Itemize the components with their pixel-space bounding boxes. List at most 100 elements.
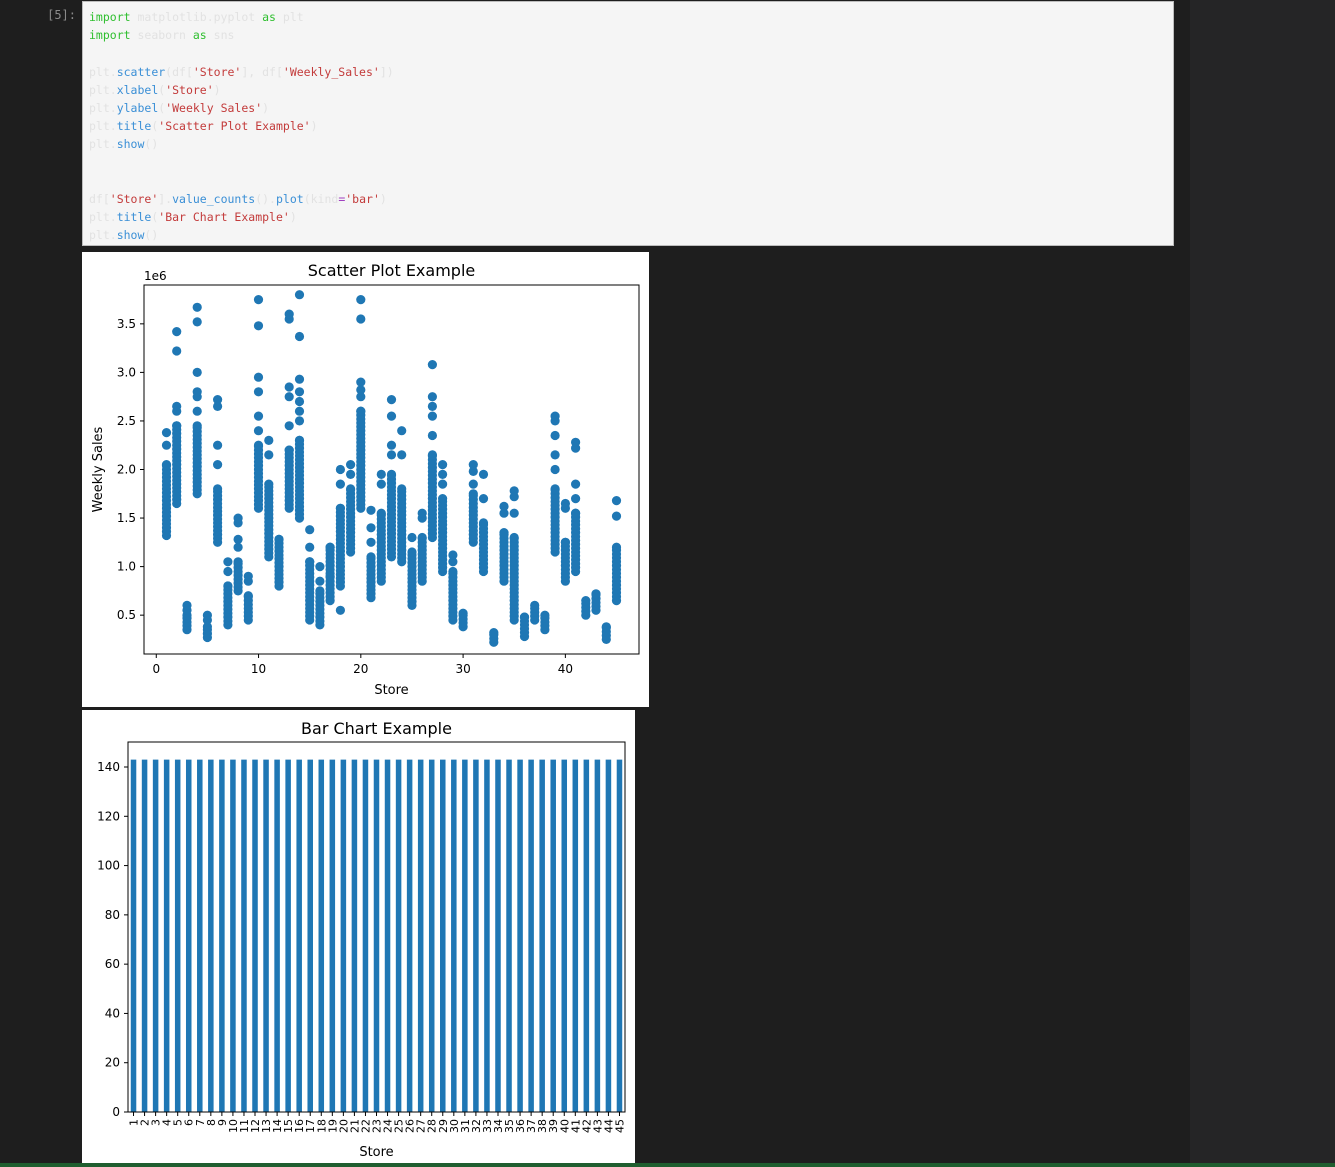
code-token: show [116,228,145,243]
scatter-point [294,396,305,407]
scatter-point [509,508,519,518]
scatter-point [540,610,550,620]
bar [384,759,391,1112]
scatter-point [397,450,407,460]
scatter-point [407,532,417,543]
x-tick-label: 9 [216,1119,229,1126]
scatter-point [161,440,172,450]
scatter-point [438,494,448,504]
bar [296,759,302,1112]
bar [539,759,545,1112]
bar [583,759,590,1112]
bar [185,759,192,1112]
y-tick-label: 2.5 [117,414,136,428]
x-tick-label: 24 [382,1119,395,1133]
x-tick-label: 10 [251,662,266,676]
axis-offset-label: 1e6 [144,269,167,283]
scatter-point [427,392,437,402]
scatter-point [294,406,305,416]
scatter-point [284,309,294,319]
scatter-point [366,552,376,562]
scatter-point [284,445,294,455]
scatter-point [192,387,202,397]
y-tick-label: 100 [97,859,120,873]
scatter-point [294,290,305,300]
x-tick-label: 17 [304,1119,317,1133]
bar [219,759,225,1112]
scatter-point [253,426,264,436]
scatter-point [356,377,366,387]
scatter-point [571,479,581,489]
code-token: ( [151,210,159,225]
bars [130,759,623,1112]
scatter-point [489,628,499,638]
x-tick-label: 23 [371,1119,384,1133]
bar [616,759,623,1112]
bar [174,759,181,1112]
scatter-point [468,489,478,499]
scatter-point [335,479,345,489]
scatter-point [427,450,437,460]
scatter-point [530,600,540,610]
scatter-point [376,469,386,479]
scatter-point [233,542,243,552]
scatter-point [601,622,611,632]
scatter-point [243,591,253,601]
bar [395,759,402,1112]
x-tick-label: 6 [183,1119,196,1126]
x-tick-label: 11 [238,1119,251,1133]
scatter-point [571,437,581,447]
x-tick-label: 8 [205,1119,218,1126]
code-token: ) [213,82,221,97]
scatter-point [417,532,427,543]
scatter-point [427,360,437,370]
scatter-point [386,440,397,450]
y-tick-label: 0.5 [117,608,136,622]
x-tick-label: 7 [194,1119,207,1126]
right-panel [1190,0,1335,1167]
x-tick-label: 16 [293,1119,306,1133]
code-line: import matplotlib.pyplot as plt [89,8,394,26]
scatter-point [294,331,305,342]
code-line: df['Store'].value_counts().plot(kind='ba… [89,190,394,208]
code-token: ( [151,119,159,134]
bar [252,759,258,1112]
scatter-point [397,426,407,436]
scatter-point [468,460,478,470]
bar [462,759,468,1112]
x-axis-label: Store [374,683,408,698]
scatter-point [611,496,622,506]
scatter-point [335,605,345,615]
bar [440,759,446,1112]
x-tick-label: 0 [152,662,160,676]
scatter-point [253,372,264,382]
scatter-point [417,508,427,518]
scatter-point [233,557,243,567]
scatter-point [182,600,192,610]
scatter-point [571,508,581,518]
x-tick-label: 1 [128,1119,141,1126]
scatter-point [356,392,366,402]
y-tick-label: 1.5 [117,511,136,525]
scatter-point [202,622,212,632]
bar [329,759,336,1112]
code-token: 'Store' [192,64,242,79]
scatter-point [519,612,530,622]
scatter-point [611,511,622,521]
x-tick-label: 34 [492,1119,505,1133]
bar [274,759,280,1112]
scatter-point [202,610,212,620]
scatter-point [448,566,458,577]
code-token: = [338,191,346,206]
scatter-point [438,479,448,489]
bar [517,759,523,1112]
code-lines[interactable]: import matplotlib.pyplot as plt import se… [89,8,394,244]
code-token: () [144,137,159,152]
code-cell-editor[interactable]: import matplotlib.pyplot as plt import se… [82,1,1174,246]
code-token: (). [255,191,276,206]
scatter-point [172,421,182,431]
scatter-point [366,523,376,533]
scatter-point [560,498,570,509]
scatter-point [427,401,437,411]
bar [230,759,236,1112]
